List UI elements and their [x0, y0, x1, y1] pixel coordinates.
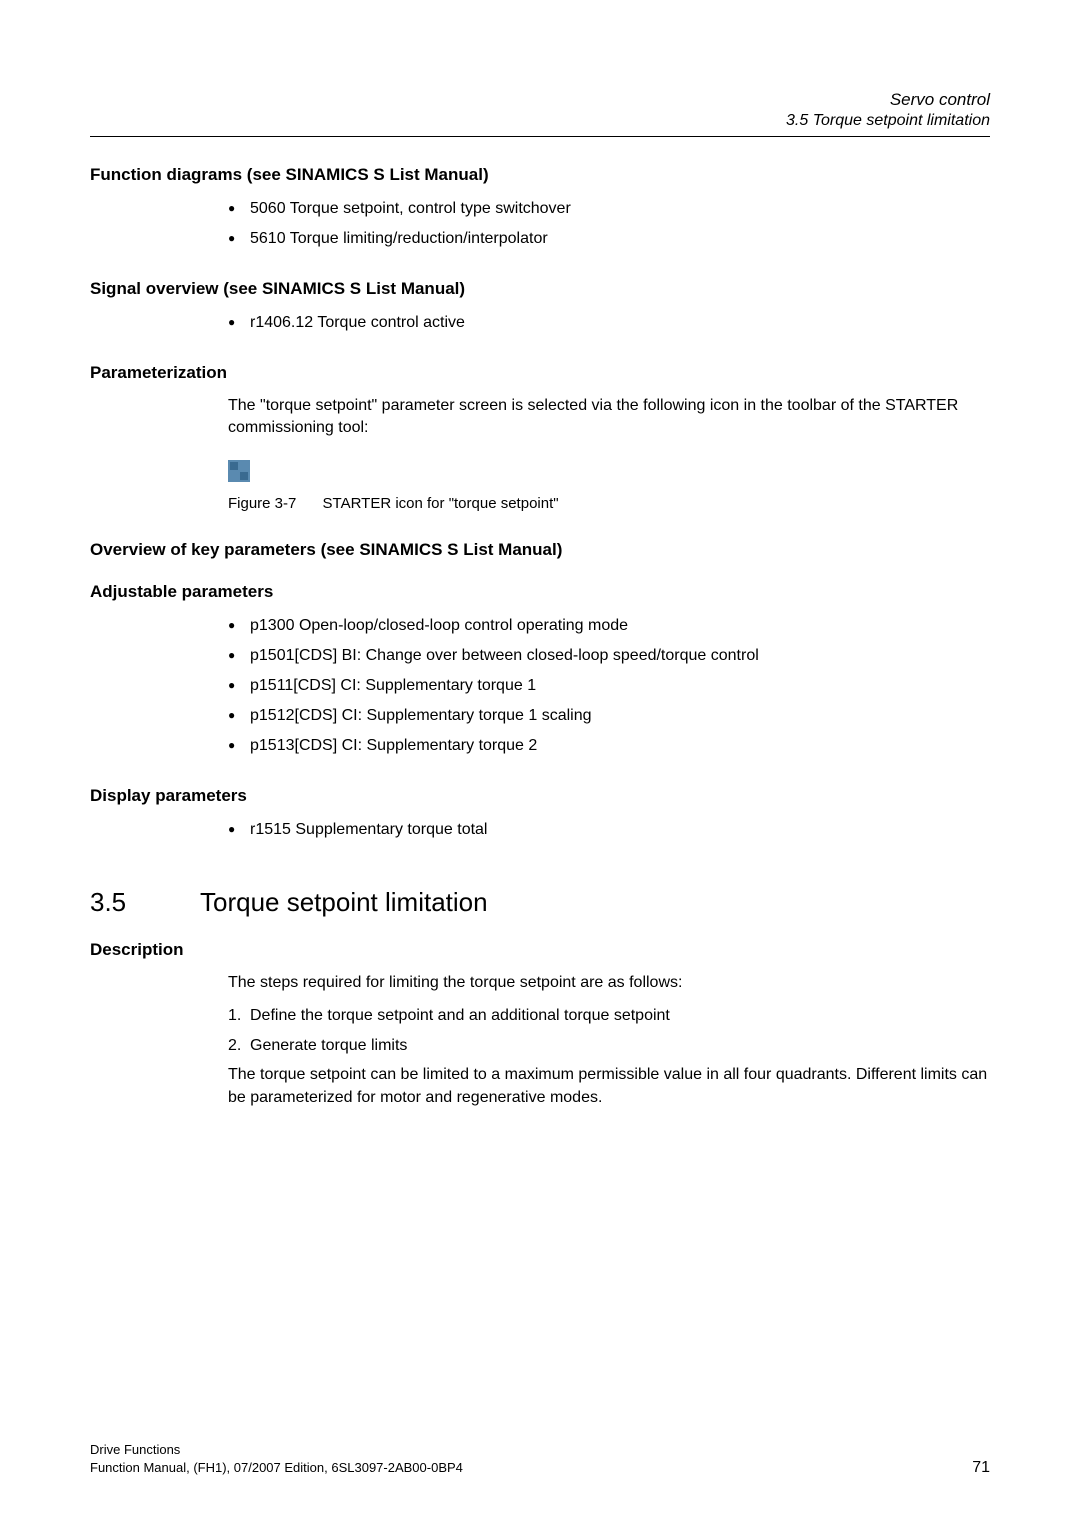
- list-item: r1515 Supplementary torque total: [228, 818, 990, 842]
- heading-display-params: Display parameters: [90, 786, 990, 806]
- list-item: p1300 Open-loop/closed-loop control oper…: [228, 614, 990, 638]
- heading-parameterization: Parameterization: [90, 363, 990, 383]
- description-steps: Define the torque setpoint and an additi…: [228, 1004, 990, 1058]
- main-section-title: Torque setpoint limitation: [200, 887, 488, 918]
- heading-function-diagrams: Function diagrams (see SINAMICS S List M…: [90, 165, 990, 185]
- footer-doc-info: Function Manual, (FH1), 07/2007 Edition,…: [90, 1459, 463, 1477]
- list-item: 5060 Torque setpoint, control type switc…: [228, 197, 990, 221]
- list-item: Define the torque setpoint and an additi…: [228, 1004, 990, 1028]
- adjustable-params-content: p1300 Open-loop/closed-loop control oper…: [228, 614, 990, 758]
- list-item: p1511[CDS] CI: Supplementary torque 1: [228, 674, 990, 698]
- section-subtitle: 3.5 Torque setpoint limitation: [90, 112, 990, 130]
- page-header: Servo control 3.5 Torque setpoint limita…: [90, 90, 990, 130]
- adjustable-params-list: p1300 Open-loop/closed-loop control oper…: [228, 614, 990, 758]
- figure-text: STARTER icon for "torque setpoint": [323, 495, 559, 512]
- display-params-content: r1515 Supplementary torque total: [228, 818, 990, 842]
- function-diagrams-list: 5060 Torque setpoint, control type switc…: [228, 197, 990, 251]
- chapter-title: Servo control: [90, 90, 990, 110]
- parameterization-text: The "torque setpoint" parameter screen i…: [228, 395, 990, 440]
- list-item: p1512[CDS] CI: Supplementary torque 1 sc…: [228, 704, 990, 728]
- signal-overview-content: r1406.12 Torque control active: [228, 311, 990, 335]
- heading-description: Description: [90, 940, 990, 960]
- heading-adjustable-params: Adjustable parameters: [90, 582, 990, 602]
- signal-overview-list: r1406.12 Torque control active: [228, 311, 990, 335]
- list-item: r1406.12 Torque control active: [228, 311, 990, 335]
- starter-torque-setpoint-icon: [228, 460, 250, 482]
- list-item: p1513[CDS] CI: Supplementary torque 2: [228, 734, 990, 758]
- figure-caption: Figure 3-7 STARTER icon for "torque setp…: [228, 495, 990, 512]
- heading-signal-overview: Signal overview (see SINAMICS S List Man…: [90, 279, 990, 299]
- main-section-heading: 3.5 Torque setpoint limitation: [90, 887, 990, 918]
- description-content: The steps required for limiting the torq…: [228, 972, 990, 1109]
- page-footer: Drive Functions Function Manual, (FH1), …: [90, 1441, 990, 1477]
- description-outro: The torque setpoint can be limited to a …: [228, 1064, 990, 1109]
- footer-doc-title: Drive Functions: [90, 1441, 463, 1459]
- list-item: p1501[CDS] BI: Change over between close…: [228, 644, 990, 668]
- list-item: 5610 Torque limiting/reduction/interpola…: [228, 227, 990, 251]
- footer-left: Drive Functions Function Manual, (FH1), …: [90, 1441, 463, 1477]
- parameterization-content: The "torque setpoint" parameter screen i…: [228, 395, 990, 512]
- header-divider: [90, 136, 990, 137]
- display-params-list: r1515 Supplementary torque total: [228, 818, 990, 842]
- function-diagrams-content: 5060 Torque setpoint, control type switc…: [228, 197, 990, 251]
- page-number: 71: [972, 1459, 990, 1477]
- list-item: Generate torque limits: [228, 1034, 990, 1058]
- figure-number: Figure 3-7: [228, 495, 296, 512]
- main-section-number: 3.5: [90, 887, 200, 918]
- heading-overview-key-params: Overview of key parameters (see SINAMICS…: [90, 540, 990, 560]
- description-intro: The steps required for limiting the torq…: [228, 972, 990, 994]
